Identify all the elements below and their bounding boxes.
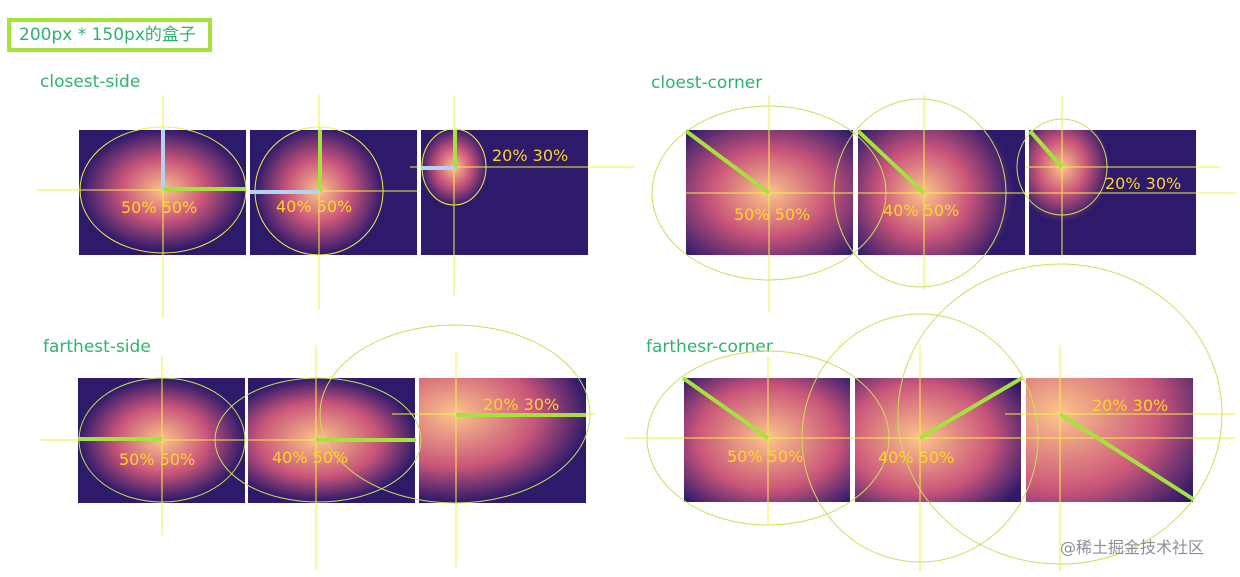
section-title-farthest-side: farthest-side: [43, 337, 151, 357]
closest-side-label-1: 50% 50%: [121, 198, 198, 217]
closest-corner-radius-2: [856, 129, 926, 195]
farthest-side-label-3: 20% 30%: [483, 395, 560, 414]
farthest-corner-box-2: [855, 378, 1021, 502]
farthest-corner-label-2: 40% 50%: [878, 448, 955, 467]
farthest-corner-label-1: 50% 50%: [727, 447, 804, 466]
closest-corner-label-2: 40% 50%: [883, 201, 960, 220]
farthest-side-group: [40, 324, 595, 570]
farthest-side-label-2: 40% 50%: [272, 448, 349, 467]
closest-corner-group: [651, 95, 1236, 312]
farthest-corner-radius-2: [918, 376, 1024, 440]
closest-side-box-3: [421, 130, 588, 255]
closest-side-label-3: 20% 30%: [492, 146, 569, 165]
farthest-corner-radius-3: [1058, 412, 1195, 501]
closest-corner-label-3: 20% 30%: [1105, 174, 1182, 193]
watermark: @稀土掘金技术社区: [1060, 538, 1205, 557]
section-title-farthest-corner: farthesr-corner: [646, 337, 773, 357]
section-title-closest-side: closest-side: [40, 72, 141, 92]
closest-side-label-2: 40% 50%: [276, 197, 353, 216]
closest-corner-label-1: 50% 50%: [734, 205, 811, 224]
farthest-corner-label-3: 20% 30%: [1092, 396, 1169, 415]
farthest-corner-group: [625, 263, 1236, 572]
closest-side-group: [37, 95, 635, 318]
section-title-closest-corner: cloest-corner: [651, 73, 763, 93]
farthest-corner-radius-1: [681, 376, 770, 440]
farthest-side-label-1: 50% 50%: [119, 450, 196, 469]
closest-corner-radius-1: [684, 129, 771, 195]
box-size-caption: 200px * 150px的盒子: [7, 18, 212, 52]
closest-corner-radius-3: [1028, 129, 1064, 169]
farthest-side-box-3: [419, 378, 586, 503]
